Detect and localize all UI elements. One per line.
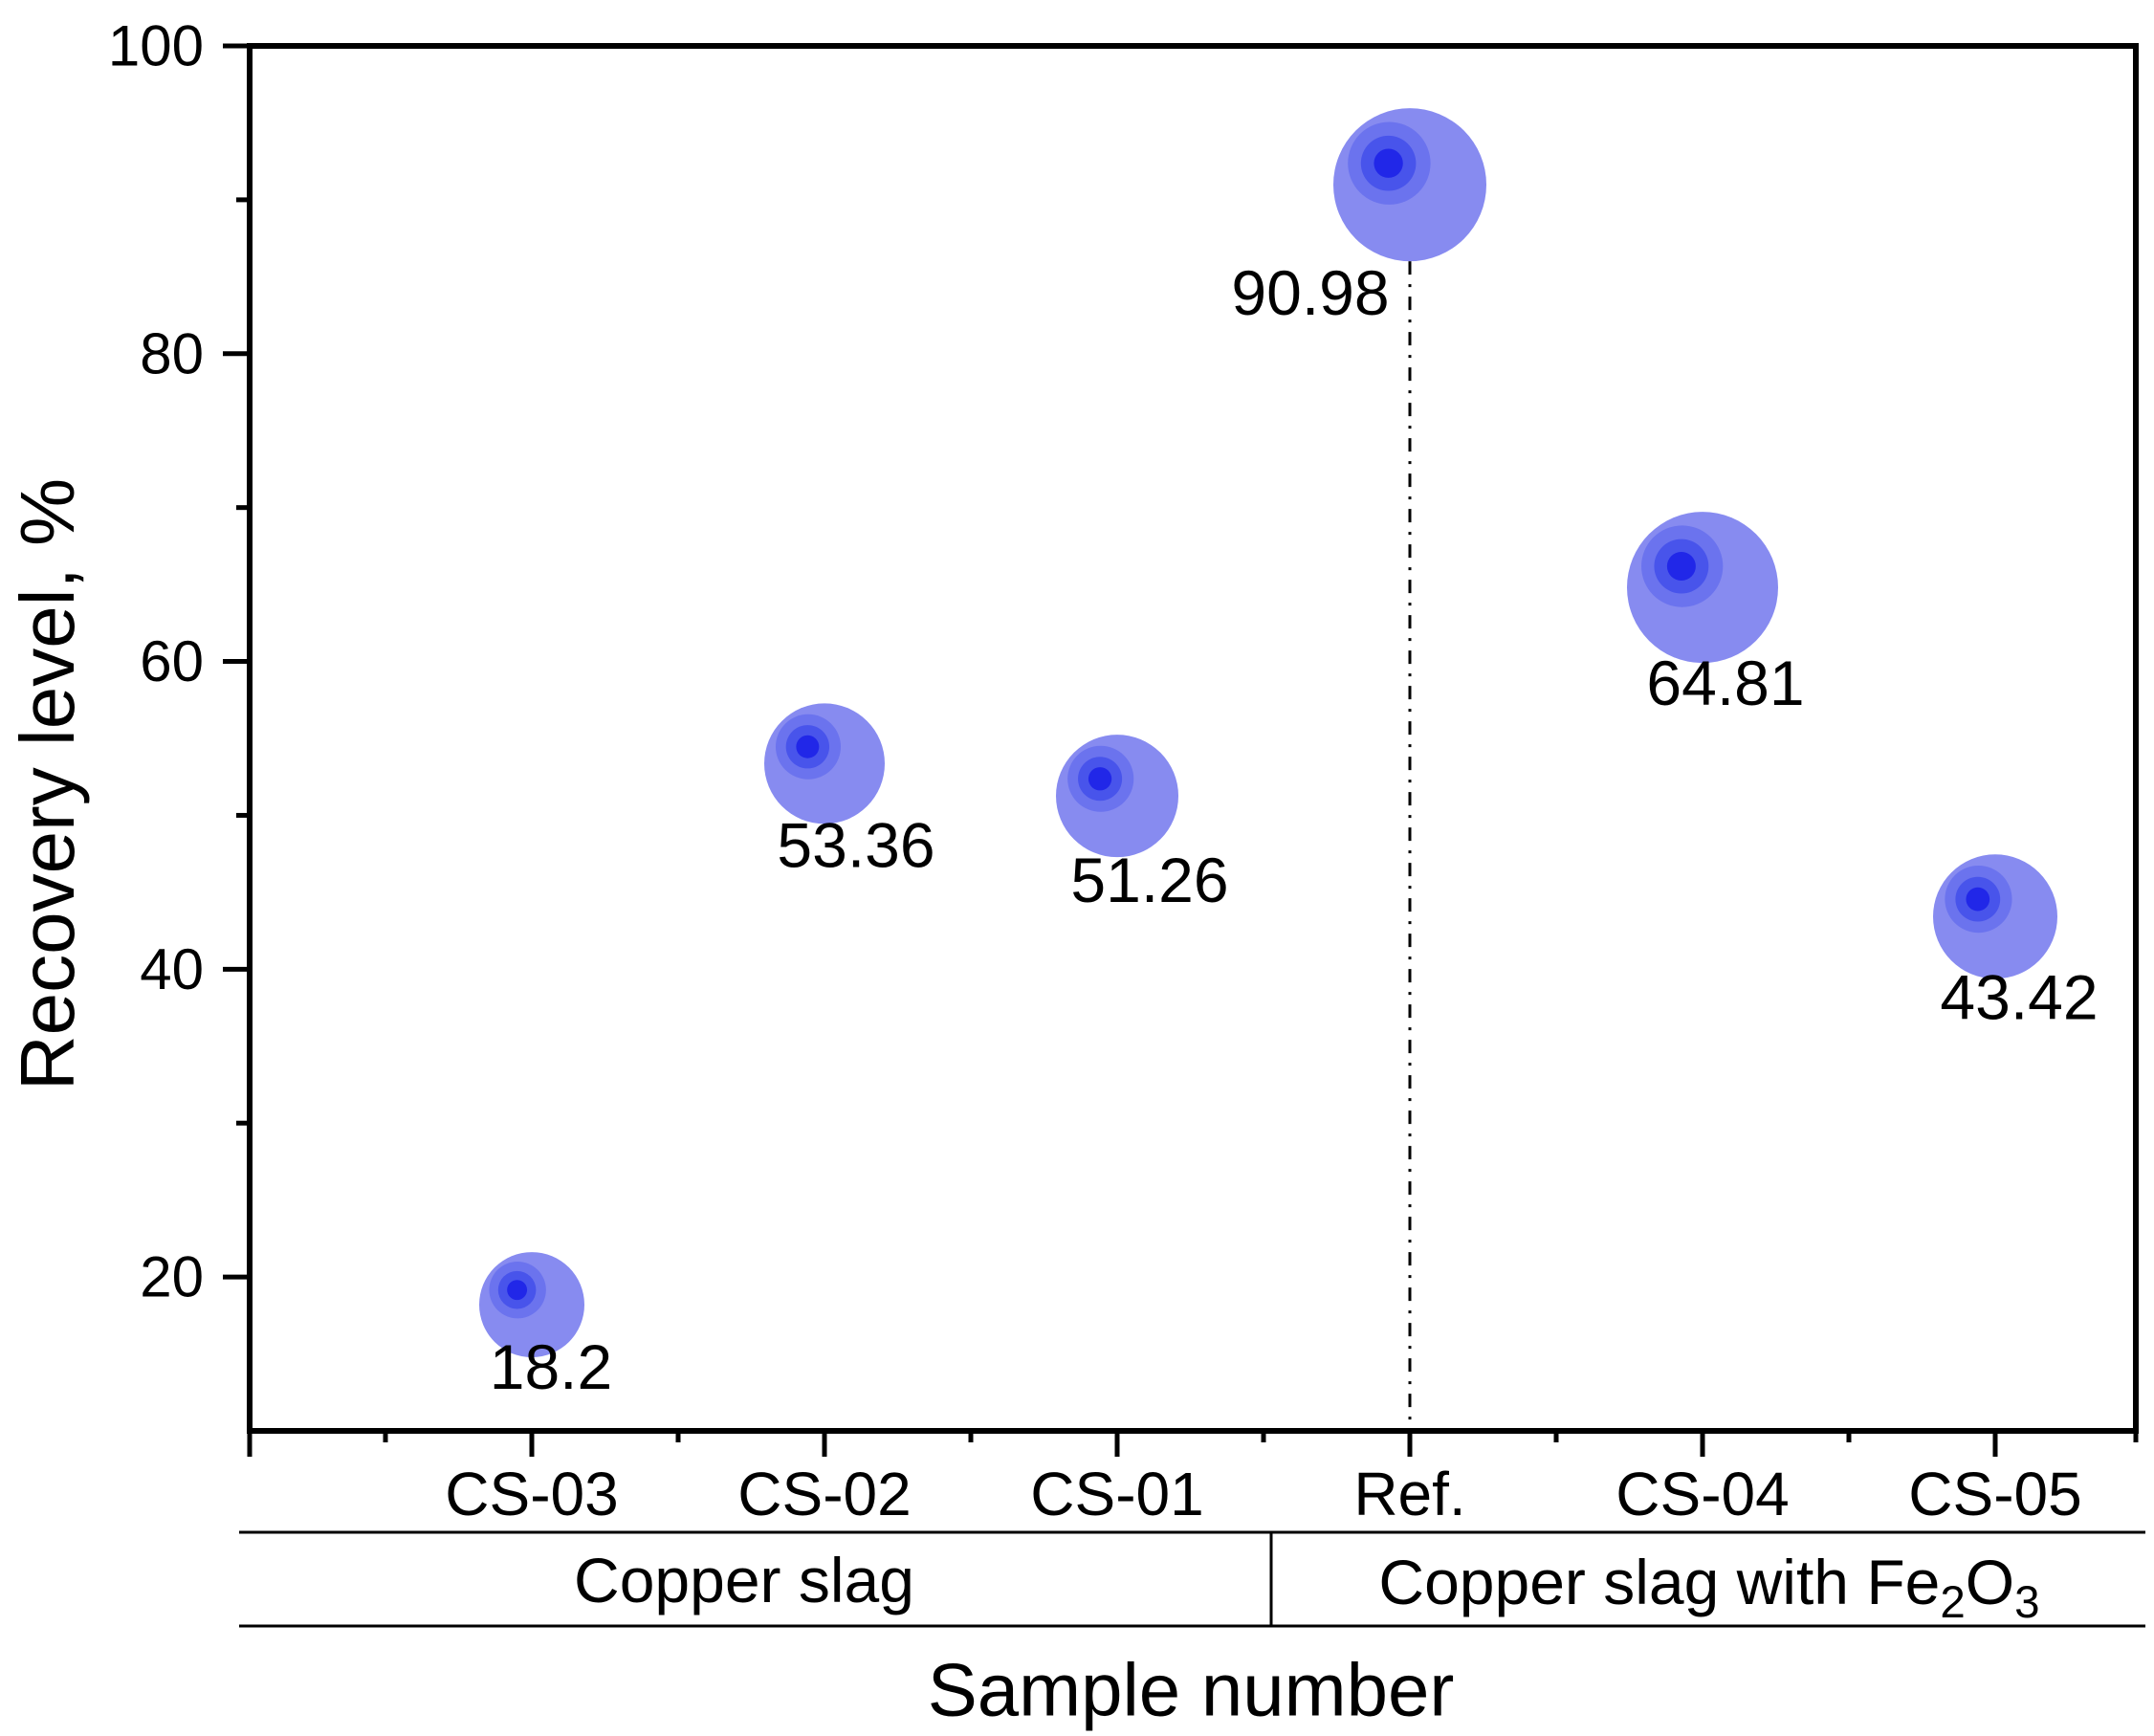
bubble-value-label: 43.42 bbox=[1940, 961, 2098, 1032]
x-axis-tick-label: CS-03 bbox=[445, 1460, 618, 1528]
y-axis-tick-label: 100 bbox=[108, 14, 204, 78]
x-axis-tick-label: CS-04 bbox=[1616, 1460, 1789, 1528]
plot-frame bbox=[247, 43, 2139, 1434]
bubble-value-label: 18.2 bbox=[490, 1331, 612, 1402]
group-label-subscript: 3 bbox=[2014, 1577, 2040, 1629]
x-axis-tick-label: CS-02 bbox=[737, 1460, 911, 1528]
bubble-CS-03 bbox=[479, 1252, 584, 1358]
x-axis-tick-label: CS-01 bbox=[1030, 1460, 1203, 1528]
bubble-CS-05 bbox=[1933, 854, 2057, 979]
group-label-text: O bbox=[1965, 1547, 2015, 1617]
bubble-value-label: 90.98 bbox=[1231, 257, 1389, 328]
group-label-copper-slag-fe2o3: Copper slag with Fe2O3 bbox=[1378, 1546, 2039, 1625]
bubble-core-circle bbox=[507, 1280, 528, 1301]
group-label-text: Copper slag with Fe bbox=[1378, 1547, 1941, 1617]
group-label-subscript: 2 bbox=[1940, 1577, 1966, 1629]
group-label-copper-slag: Copper slag bbox=[574, 1544, 914, 1616]
bubble-Ref. bbox=[1333, 108, 1486, 262]
y-axis-title: Recovery level, % bbox=[5, 477, 90, 1091]
group-label-text: Copper slag bbox=[574, 1545, 914, 1615]
bubble-CS-01 bbox=[1056, 735, 1178, 858]
y-axis-tick-label: 60 bbox=[140, 629, 204, 693]
bubble-CS-04 bbox=[1627, 512, 1778, 664]
x-axis-title: Sample number bbox=[927, 1647, 1455, 1732]
bubble-value-label: 51.26 bbox=[1070, 845, 1228, 915]
bubble-core-circle bbox=[1374, 148, 1403, 178]
bubble-value-label: 53.36 bbox=[777, 809, 934, 880]
y-axis-tick-label: 40 bbox=[140, 937, 204, 1001]
bubble-core-circle bbox=[1666, 552, 1696, 582]
y-axis-tick-label: 80 bbox=[140, 321, 204, 385]
bubble-core-circle bbox=[1966, 887, 1990, 912]
x-axis-tick-label: Ref. bbox=[1353, 1460, 1465, 1528]
bubble-core-circle bbox=[1088, 767, 1112, 791]
bubble-core-circle bbox=[796, 735, 820, 758]
x-axis-tick-label: CS-05 bbox=[1908, 1460, 2081, 1528]
y-axis-tick-label: 20 bbox=[140, 1245, 204, 1309]
bubble-CS-02 bbox=[764, 703, 885, 824]
bubble-value-label: 64.81 bbox=[1646, 648, 1804, 718]
